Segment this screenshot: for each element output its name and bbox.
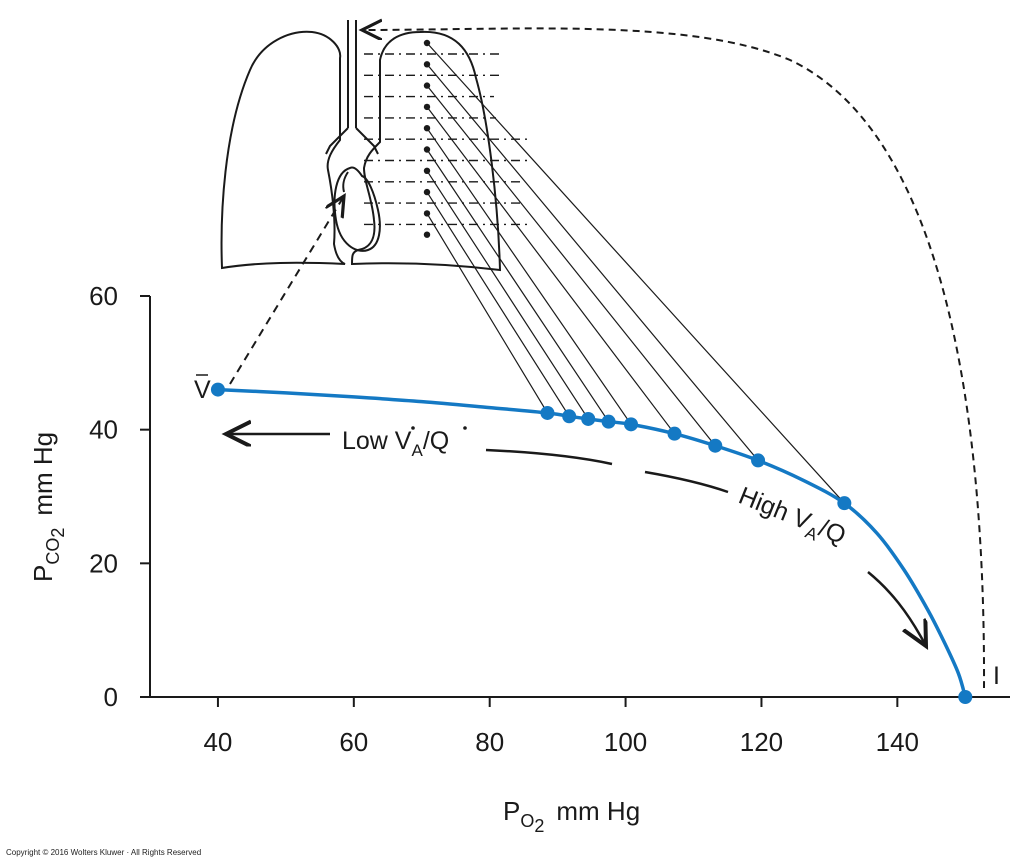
lung-illustration — [220, 20, 502, 272]
x-tick-label: 100 — [604, 727, 647, 757]
curve-point — [601, 414, 616, 429]
x-tick-label: 60 — [339, 727, 368, 757]
x-tick-label: 140 — [876, 727, 919, 757]
va-q-points — [210, 382, 973, 704]
low-vaq-label: Low VA/Q — [342, 427, 449, 460]
x-tick-label: 80 — [475, 727, 504, 757]
chart-axes — [149, 296, 1010, 698]
compartment-connector — [426, 85, 716, 447]
va-q-curve — [217, 387, 967, 698]
curve-point — [667, 426, 682, 441]
compartment-connector — [426, 170, 589, 420]
venous-return-arrow — [229, 196, 344, 385]
inspired-label: I — [993, 662, 1000, 690]
curve-point — [837, 496, 852, 511]
compartment-connector — [426, 213, 548, 414]
copyright-footer: Copyright © 2016 Wolters Kluwer · All Ri… — [6, 848, 202, 857]
x-tick-label: 120 — [740, 727, 783, 757]
curve-point — [540, 405, 555, 420]
lung-level-lines — [364, 53, 530, 226]
inspired-air-arc — [362, 28, 986, 689]
right-lung-outline — [350, 30, 502, 272]
compartment-connector — [426, 127, 632, 425]
y-tick-label: 60 — [89, 281, 118, 311]
compartment-connector — [426, 106, 675, 435]
compartment-connectors — [426, 42, 845, 504]
compartment-connector — [426, 191, 570, 417]
low-high-connector-b — [644, 470, 729, 494]
curve-point — [210, 382, 225, 397]
left-lung-outline — [220, 30, 346, 270]
x-tick-label: 40 — [203, 727, 232, 757]
x-axis-ticks: 40 60 80 100 120 140 — [203, 697, 919, 757]
curve-point — [708, 438, 723, 453]
curve-point — [751, 453, 766, 468]
low-vaq-dot-va — [411, 426, 415, 430]
heart-vessel — [342, 171, 349, 193]
curve-point — [581, 411, 596, 426]
curve-point — [562, 409, 577, 424]
compartment-connector — [426, 63, 759, 461]
y-axis-label: PCO2mm Hg — [28, 432, 68, 582]
x-axis-label: PO2 mm Hg — [503, 796, 640, 836]
y-tick-label: 40 — [89, 415, 118, 445]
compartment-connector — [426, 42, 845, 504]
y-axis-ticks: 0 20 40 60 — [89, 281, 150, 712]
low-vaq-dot-q — [463, 426, 467, 430]
venous-label: V — [194, 376, 211, 404]
high-vaq-arrow — [867, 571, 926, 646]
curve-point — [958, 690, 973, 704]
compartment-connector — [426, 149, 610, 422]
low-high-connector-a — [485, 448, 613, 466]
y-tick-label: 0 — [104, 682, 118, 712]
bronchus-right — [355, 127, 379, 155]
bronchus-left — [325, 127, 349, 155]
y-tick-label: 20 — [89, 548, 118, 578]
high-vaq-label: High VA/Q — [733, 482, 850, 555]
lung-dot — [423, 231, 431, 238]
curve-point — [624, 417, 639, 432]
